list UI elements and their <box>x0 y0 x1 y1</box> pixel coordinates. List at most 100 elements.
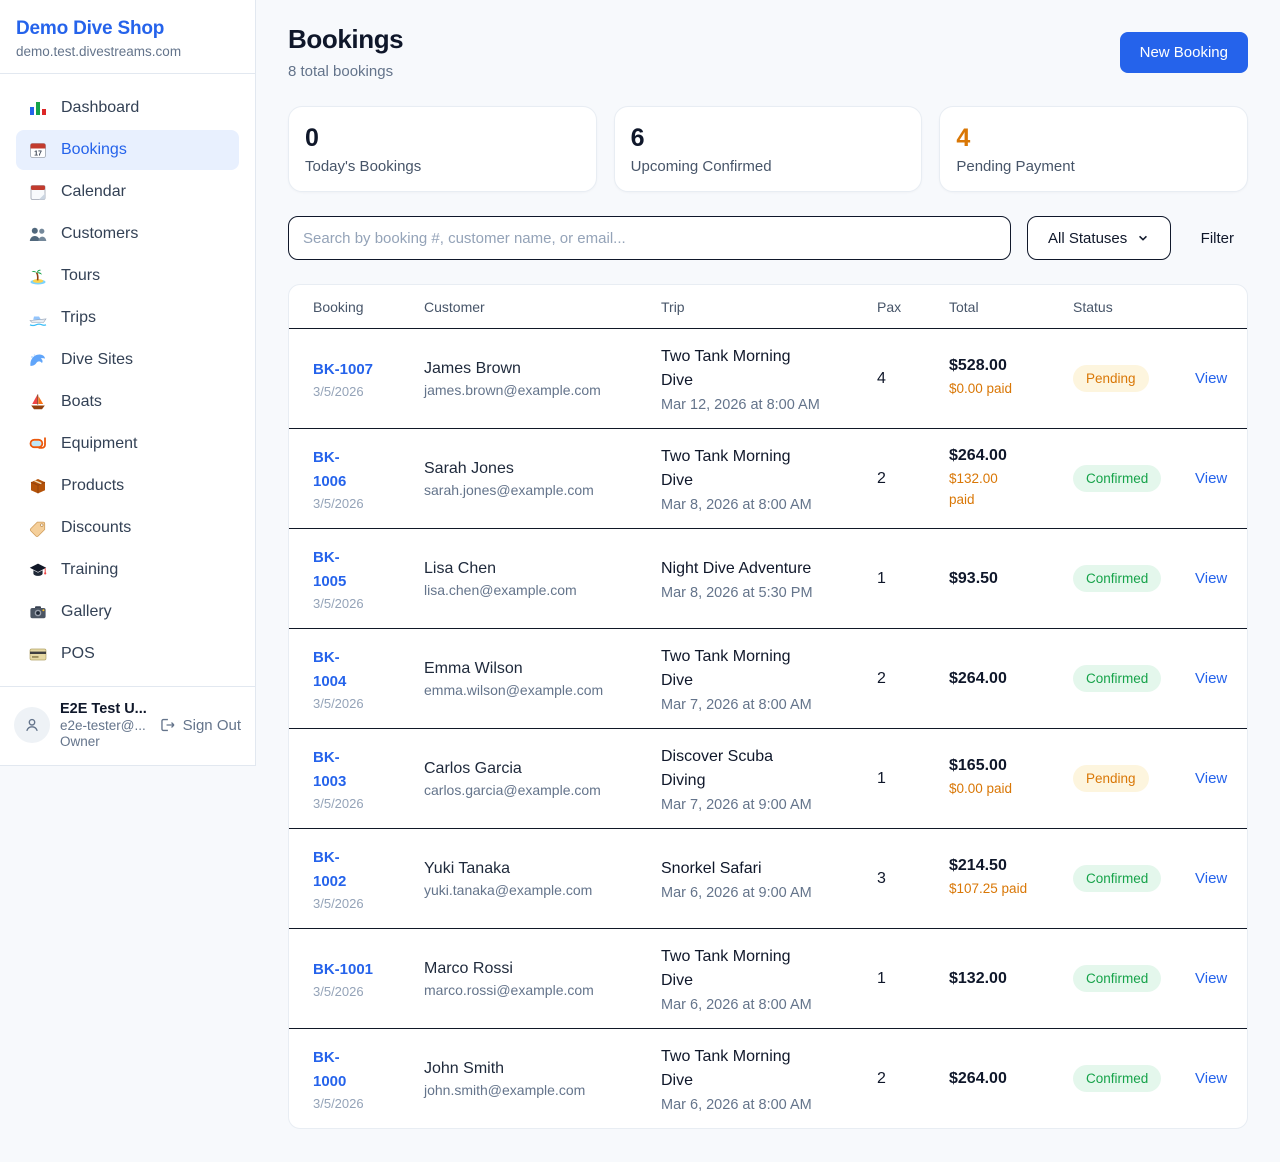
booking-id-link[interactable]: BK- 1006 <box>313 449 347 490</box>
user-name: E2E Test U... <box>60 701 147 717</box>
total-amount: $264.00 <box>949 447 1007 465</box>
booking-id-link[interactable]: BK- 1005 <box>313 549 347 590</box>
user-info: E2E Test U... e2e-tester@... Owner <box>60 701 147 749</box>
booking-date: 3/5/2026 <box>313 896 364 911</box>
calendar-date-icon: 17 <box>28 140 48 160</box>
sidebar-item-label: Tours <box>61 267 101 284</box>
person-icon <box>26 718 38 732</box>
status-badge: Confirmed <box>1073 565 1162 592</box>
trip-name: Discover Scuba Diving <box>661 747 774 789</box>
view-link[interactable]: View <box>1195 869 1228 887</box>
status-badge: Confirmed <box>1073 965 1162 992</box>
total-amount: $264.00 <box>949 1069 1007 1087</box>
bookings-table: Booking Customer Trip Pax Total Status B… <box>288 284 1248 1129</box>
pax-count: 2 <box>877 1069 886 1087</box>
booking-date: 3/5/2026 <box>313 696 364 711</box>
svg-text:17: 17 <box>34 151 42 158</box>
brand-block: Demo Dive Shop demo.test.divestreams.com <box>0 0 255 74</box>
col-status: Status <box>1073 298 1113 315</box>
view-link[interactable]: View <box>1195 369 1228 387</box>
customer-email: lisa.chen@example.com <box>424 581 577 598</box>
sidebar-item-tours[interactable]: Tours <box>16 256 239 296</box>
trip-datetime: Mar 12, 2026 at 8:00 AM <box>661 396 820 413</box>
trip-name: Two Tank Morning Dive <box>661 647 791 689</box>
total-amount: $528.00 <box>949 357 1007 375</box>
booking-id-link[interactable]: BK-1001 <box>313 961 374 978</box>
sidebar-item-gallery[interactable]: Gallery <box>16 592 239 632</box>
trip-datetime: Mar 8, 2026 at 8:00 AM <box>661 496 812 513</box>
sidebar-item-label: Bookings <box>61 141 127 158</box>
customer-email: john.smith@example.com <box>424 1081 586 1098</box>
sidebar-item-dive-sites[interactable]: Dive Sites <box>16 340 239 380</box>
avatar <box>14 707 50 743</box>
total-amount: $214.50 <box>949 857 1007 875</box>
sidebar-item-label: Calendar <box>61 183 126 200</box>
status-badge: Confirmed <box>1073 1065 1162 1092</box>
stat-label: Upcoming Confirmed <box>630 158 772 175</box>
bar-chart-icon <box>28 98 48 118</box>
graduation-cap-icon <box>28 560 48 580</box>
view-link[interactable]: View <box>1195 469 1228 487</box>
sidebar-item-label: Equipment <box>61 435 138 452</box>
pax-count: 1 <box>877 969 886 987</box>
booking-date: 3/5/2026 <box>313 984 364 999</box>
trip-datetime: Mar 8, 2026 at 5:30 PM <box>661 584 813 601</box>
booking-id-link[interactable]: BK- 1002 <box>313 849 347 890</box>
sidebar-item-calendar[interactable]: Calendar <box>16 172 239 212</box>
trip-datetime: Mar 6, 2026 at 8:00 AM <box>661 1096 812 1113</box>
sidebar-nav: Dashboard 17 Bookings Calendar Customers… <box>0 74 255 686</box>
sign-out-icon <box>160 718 175 732</box>
filter-button[interactable]: Filter <box>1187 230 1248 247</box>
people-icon <box>28 224 48 244</box>
total-bookings-count: 8 total bookings <box>288 63 394 80</box>
filter-row: All Statuses Filter <box>288 216 1248 260</box>
view-link[interactable]: View <box>1195 769 1228 787</box>
sidebar-item-products[interactable]: Products <box>16 466 239 506</box>
stat-card-todays-bookings: 0 Today's Bookings <box>288 106 597 192</box>
sidebar-item-label: Dive Sites <box>61 351 134 368</box>
stat-card-pending-payment: 4 Pending Payment <box>939 106 1249 192</box>
package-icon <box>28 476 48 496</box>
view-link[interactable]: View <box>1195 1069 1228 1087</box>
table-row: BK- 1005 3/5/2026 Lisa Chen lisa.chen@exam… <box>289 528 1247 628</box>
sidebar-item-discounts[interactable]: Discounts <box>16 508 239 548</box>
sidebar-item-dashboard[interactable]: Dashboard <box>16 88 239 128</box>
table-row: BK- 1000 3/5/2026 John Smith john.smith@ex… <box>289 1028 1247 1128</box>
search-input[interactable] <box>288 216 1011 260</box>
sidebar-item-label: Boats <box>61 393 102 410</box>
booking-id-link[interactable]: BK- 1004 <box>313 649 347 690</box>
sidebar-item-customers[interactable]: Customers <box>16 214 239 254</box>
status-select[interactable]: All Statuses <box>1026 216 1171 260</box>
customer-email: yuki.tanaka@example.com <box>424 881 593 898</box>
view-link[interactable]: View <box>1195 569 1228 587</box>
speedboat-icon <box>28 308 48 328</box>
sidebar-item-training[interactable]: Training <box>16 550 239 590</box>
view-link[interactable]: View <box>1195 969 1228 987</box>
shop-domain: demo.test.divestreams.com <box>16 44 182 59</box>
booking-date: 3/5/2026 <box>313 796 364 811</box>
sidebar-item-bookings[interactable]: 17 Bookings <box>16 130 239 170</box>
booking-id-link[interactable]: BK- 1003 <box>313 749 347 790</box>
booking-id-link[interactable]: BK- 1000 <box>313 1049 347 1090</box>
table-row: BK-1007 3/5/2026 James Brown james.brown@e… <box>289 328 1247 428</box>
customer-email: james.brown@example.com <box>424 381 601 398</box>
sign-out-button[interactable]: Sign Out <box>158 716 241 734</box>
trip-name: Two Tank Morning Dive <box>661 447 791 489</box>
sidebar-item-boats[interactable]: Boats <box>16 382 239 422</box>
sidebar-item-pos[interactable]: POS <box>16 634 239 674</box>
sidebar-item-label: Gallery <box>61 603 112 620</box>
trip-datetime: Mar 6, 2026 at 9:00 AM <box>661 884 812 901</box>
sidebar-item-equipment[interactable]: Equipment <box>16 424 239 464</box>
customer-name: James Brown <box>424 359 521 377</box>
col-pax: Pax <box>877 298 902 315</box>
stat-label: Today's Bookings <box>305 158 422 175</box>
island-icon <box>28 266 48 286</box>
booking-id-link[interactable]: BK-1007 <box>313 361 374 378</box>
sidebar-item-trips[interactable]: Trips <box>16 298 239 338</box>
new-booking-button[interactable]: New Booking <box>1119 32 1248 73</box>
sign-out-label: Sign Out <box>182 716 241 734</box>
pax-count: 2 <box>877 669 886 687</box>
customer-email: sarah.jones@example.com <box>424 481 594 498</box>
paid-amount: $0.00 paid <box>949 381 1013 397</box>
view-link[interactable]: View <box>1195 669 1228 687</box>
